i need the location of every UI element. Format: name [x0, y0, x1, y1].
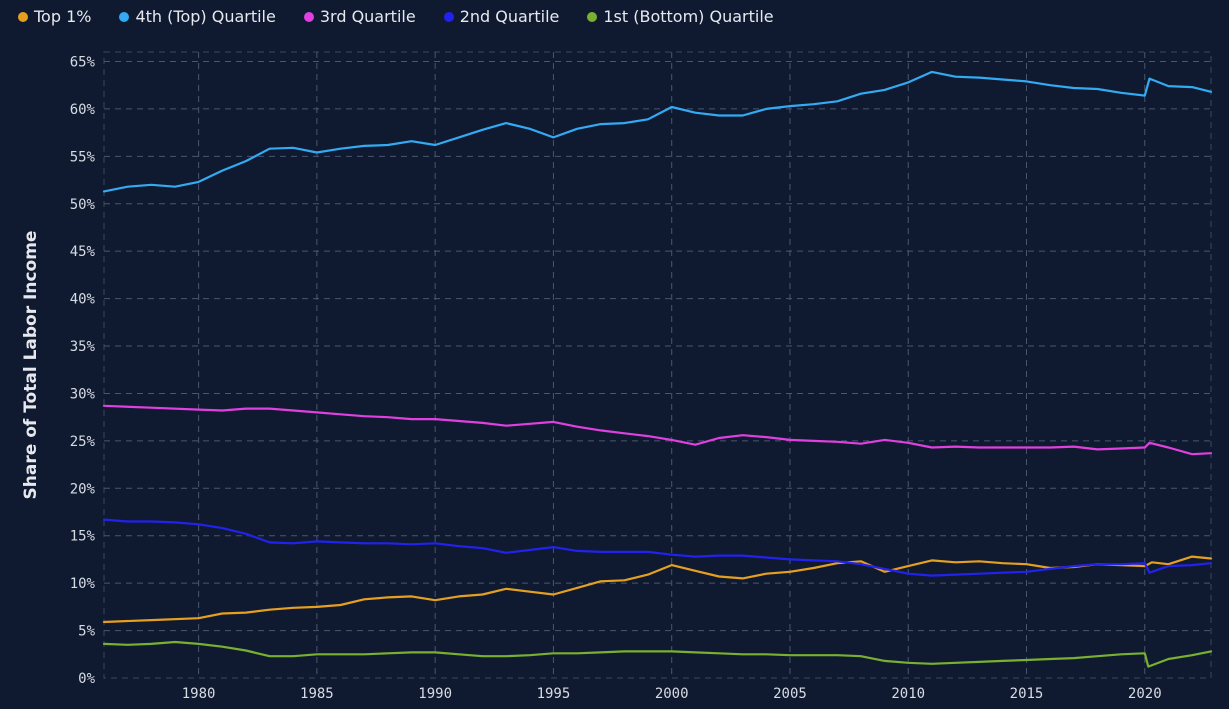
legend-label: Top 1%: [34, 7, 92, 26]
y-tick-label: 5%: [78, 624, 95, 640]
legend-label: 3rd Quartile: [319, 7, 416, 26]
y-tick-label: 35%: [70, 339, 96, 355]
legend-label: 4th (Top) Quartile: [135, 7, 276, 26]
legend-marker-icon: [587, 11, 598, 22]
legend: Top 1% 4th (Top) Quartile 3rd Quartile 2nd …: [18, 7, 774, 26]
x-tick-label: 1980: [182, 686, 216, 702]
legend-marker-icon: [119, 11, 130, 22]
legend-item[interactable]: 2nd Quartile: [443, 7, 560, 26]
y-tick-label: 25%: [70, 434, 96, 450]
legend-marker-icon: [18, 11, 28, 22]
y-tick-label: 50%: [70, 197, 96, 213]
y-tick-label: 10%: [70, 576, 96, 592]
legend-marker-icon: [303, 11, 314, 22]
y-tick-label: 0%: [78, 671, 95, 687]
series-line-3rd-quartile: [102, 404, 1213, 456]
legend-item[interactable]: 1st (Bottom) Quartile: [587, 7, 774, 26]
series-line-1st-bottom-quartile: [102, 640, 1213, 668]
legend-item[interactable]: Top 1%: [18, 7, 91, 26]
x-tick-label: 2010: [891, 686, 925, 702]
x-tick-label: 2005: [773, 686, 807, 702]
y-tick-label: 20%: [70, 481, 96, 497]
legend-item[interactable]: 4th (Top) Quartile: [119, 7, 276, 26]
series-line-2nd-quartile: [102, 518, 1213, 577]
y-tick-label: 45%: [70, 244, 96, 260]
y-axis-title: Share of Total Labor Income: [21, 231, 41, 500]
legend-label: 1st (Bottom) Quartile: [603, 7, 774, 26]
series-line-4th-top-quartile: [102, 70, 1213, 193]
y-tick-label: 65%: [70, 54, 96, 70]
legend-label: 2nd Quartile: [459, 7, 560, 26]
legend-item[interactable]: 3rd Quartile: [303, 7, 416, 26]
x-tick-label: 1985: [300, 686, 334, 702]
y-tick-label: 15%: [70, 529, 96, 545]
x-tick-label: 2015: [1010, 686, 1044, 702]
y-tick-label: 30%: [70, 386, 96, 402]
legend-marker-icon: [443, 11, 454, 22]
series-line-top-1: [102, 555, 1213, 624]
x-tick-label: 1990: [418, 686, 452, 702]
y-tick-label: 60%: [70, 102, 96, 118]
y-tick-label: 40%: [70, 292, 96, 308]
x-tick-label: 1995: [537, 686, 571, 702]
x-tick-label: 2000: [655, 686, 689, 702]
y-tick-label: 55%: [70, 149, 96, 165]
plot-frame: [103, 51, 1212, 679]
x-tick-label: 2020: [1128, 686, 1162, 702]
